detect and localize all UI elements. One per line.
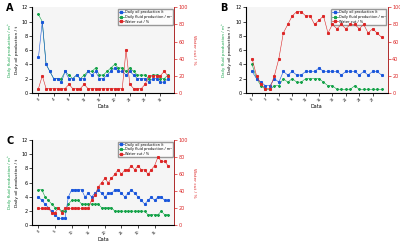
X-axis label: Data: Data <box>311 104 323 110</box>
Y-axis label: Daily oil production / t: Daily oil production / t <box>15 26 19 74</box>
Legend: Daily oil production /t, Daily fluid production / m³, Water cut / %: Daily oil production /t, Daily fluid pro… <box>331 9 386 24</box>
Text: Daily fluid production / m³: Daily fluid production / m³ <box>8 23 12 77</box>
X-axis label: Data: Data <box>97 104 109 110</box>
Text: B: B <box>220 3 227 13</box>
Text: C: C <box>6 136 14 146</box>
Y-axis label: Daily oil production / t: Daily oil production / t <box>228 26 232 74</box>
Y-axis label: Daily oil production / t: Daily oil production / t <box>15 159 19 207</box>
Text: Daily fluid production / m³: Daily fluid production / m³ <box>8 156 12 209</box>
Y-axis label: Water cut / %: Water cut / % <box>192 168 196 197</box>
Legend: Daily oil production /t, Daily fluid production / m³, Water cut / %: Daily oil production /t, Daily fluid pro… <box>118 9 173 24</box>
X-axis label: Data: Data <box>97 237 109 242</box>
Text: Daily fluid production / m³: Daily fluid production / m³ <box>221 23 226 77</box>
Text: A: A <box>6 3 14 13</box>
Y-axis label: Water cut / %: Water cut / % <box>192 35 196 65</box>
Legend: Daily oil production /t, Daily fluid production / m³, Water cut / %: Daily oil production /t, Daily fluid pro… <box>118 142 173 157</box>
